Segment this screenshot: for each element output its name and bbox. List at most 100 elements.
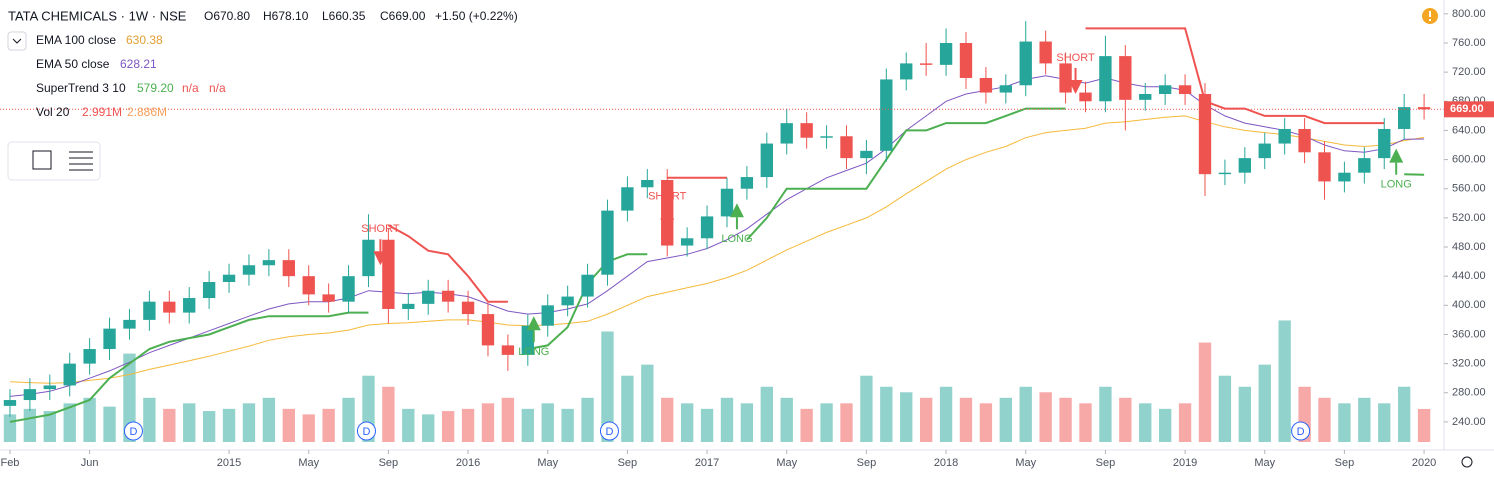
candle-body: [1258, 143, 1271, 159]
candle-body: [481, 314, 495, 346]
volume-bar: [820, 403, 833, 442]
candle-body: [720, 188, 734, 217]
candle-body: [242, 265, 256, 275]
signal-label: SHORT: [361, 223, 400, 235]
settings-icon[interactable]: [1461, 456, 1473, 468]
volume-bar: [919, 397, 933, 442]
dividend-marker: [1291, 421, 1311, 441]
legend-name: SuperTrend 3 10: [36, 81, 126, 95]
volume-bar: [43, 411, 56, 442]
y-tick-label: 800.00: [1452, 8, 1486, 20]
legend-value: 579.20: [137, 81, 174, 95]
candle-body: [1218, 172, 1232, 175]
volume-bar: [1278, 320, 1291, 442]
candle-body: [521, 325, 534, 355]
candle-body: [820, 136, 833, 138]
ohlc-close: C669.00: [380, 9, 426, 23]
candle-body: [402, 303, 415, 309]
volume-bar: [163, 408, 176, 442]
x-tick-label: May: [776, 457, 797, 469]
volume-bar: [262, 397, 276, 442]
candle-body: [222, 274, 236, 282]
x-tick-label: May: [1015, 457, 1036, 469]
candle-body: [262, 260, 276, 266]
ema-line: [9, 115, 1425, 384]
volume-bar: [561, 408, 574, 442]
candle-body: [1338, 172, 1351, 182]
volume-bar: [601, 331, 614, 442]
candle-body: [939, 42, 953, 65]
candle-body: [780, 123, 793, 144]
candle-body: [541, 305, 554, 326]
lines-tool[interactable]: [69, 151, 93, 171]
candle-body: [641, 179, 654, 188]
volume-bar: [939, 386, 953, 442]
volume-bar: [1258, 364, 1271, 442]
candle-body: [63, 363, 76, 386]
candle-body: [601, 210, 614, 275]
x-tick-label: Jun: [81, 457, 99, 469]
candle-body: [1397, 107, 1411, 129]
candle-body: [183, 298, 196, 313]
volume-bar: [1417, 408, 1431, 442]
volume-bar: [3, 414, 17, 442]
volume-bar: [800, 408, 813, 442]
ohlc-change: +1.50 (+0.22%): [435, 9, 518, 23]
volume-bar: [1059, 397, 1072, 442]
volume-bar: [123, 353, 136, 442]
volume-bar: [661, 397, 674, 442]
y-tick-label: 520.00: [1452, 212, 1486, 224]
signal-label: LONG: [721, 233, 752, 245]
collapse-button[interactable]: [7, 31, 27, 51]
candle-body: [302, 276, 315, 295]
volume-bar: [402, 408, 415, 442]
volume-bar: [1119, 397, 1132, 442]
volume-bar: [1158, 408, 1172, 442]
x-tick-label: 2019: [1173, 457, 1197, 469]
y-tick-label: 360.00: [1452, 328, 1486, 340]
candle-body: [1238, 158, 1252, 173]
volume-bar: [1218, 375, 1232, 442]
volume-bar: [322, 408, 335, 442]
candle-body: [461, 301, 475, 315]
volume-bar: [641, 364, 654, 442]
candle-body: [501, 345, 515, 355]
x-tick-label: Sep: [857, 457, 877, 469]
candle-body: [83, 349, 96, 364]
volume-bar: [1079, 403, 1092, 442]
y-tick-label: 760.00: [1452, 37, 1486, 49]
last-price-box: [1444, 101, 1494, 118]
ohlc-open: O670.80: [204, 9, 250, 23]
volume-bar: [581, 397, 594, 442]
dividend-label: D: [1297, 426, 1305, 438]
candle-body: [23, 389, 37, 401]
rectangle-tool[interactable]: [32, 150, 52, 170]
volume-bar: [959, 397, 973, 442]
alert-icon[interactable]: [1422, 8, 1438, 24]
legend-name: EMA 100 close: [36, 33, 116, 47]
y-tick-label: 280.00: [1452, 387, 1486, 399]
candle-body: [342, 276, 355, 302]
y-tick-label: 600.00: [1452, 153, 1486, 165]
ohlc-high: H678.10: [263, 9, 309, 23]
signal-arrow: [1389, 148, 1404, 163]
candle-body: [680, 238, 694, 246]
candle-body: [1358, 158, 1371, 173]
candle-body: [103, 328, 116, 350]
signal-label: LONG: [518, 346, 549, 358]
candle-body: [1278, 128, 1291, 144]
candle-body: [163, 301, 176, 313]
candle-body: [1019, 41, 1032, 86]
header: TATA CHEMICALS · 1W · NSE O670.80 H678.1…: [8, 8, 518, 23]
candle-body: [700, 216, 714, 239]
candle-body: [860, 150, 873, 159]
y-tick-label: 560.00: [1452, 183, 1486, 195]
x-tick-label: May: [537, 457, 558, 469]
volume-bar: [183, 403, 196, 442]
y-tick-label: 320.00: [1452, 358, 1486, 370]
candle-body: [202, 282, 216, 299]
candle-body: [581, 274, 594, 297]
volume-bar: [501, 397, 515, 442]
volume-bar: [1198, 342, 1212, 442]
legend-value: 628.21: [120, 57, 157, 71]
